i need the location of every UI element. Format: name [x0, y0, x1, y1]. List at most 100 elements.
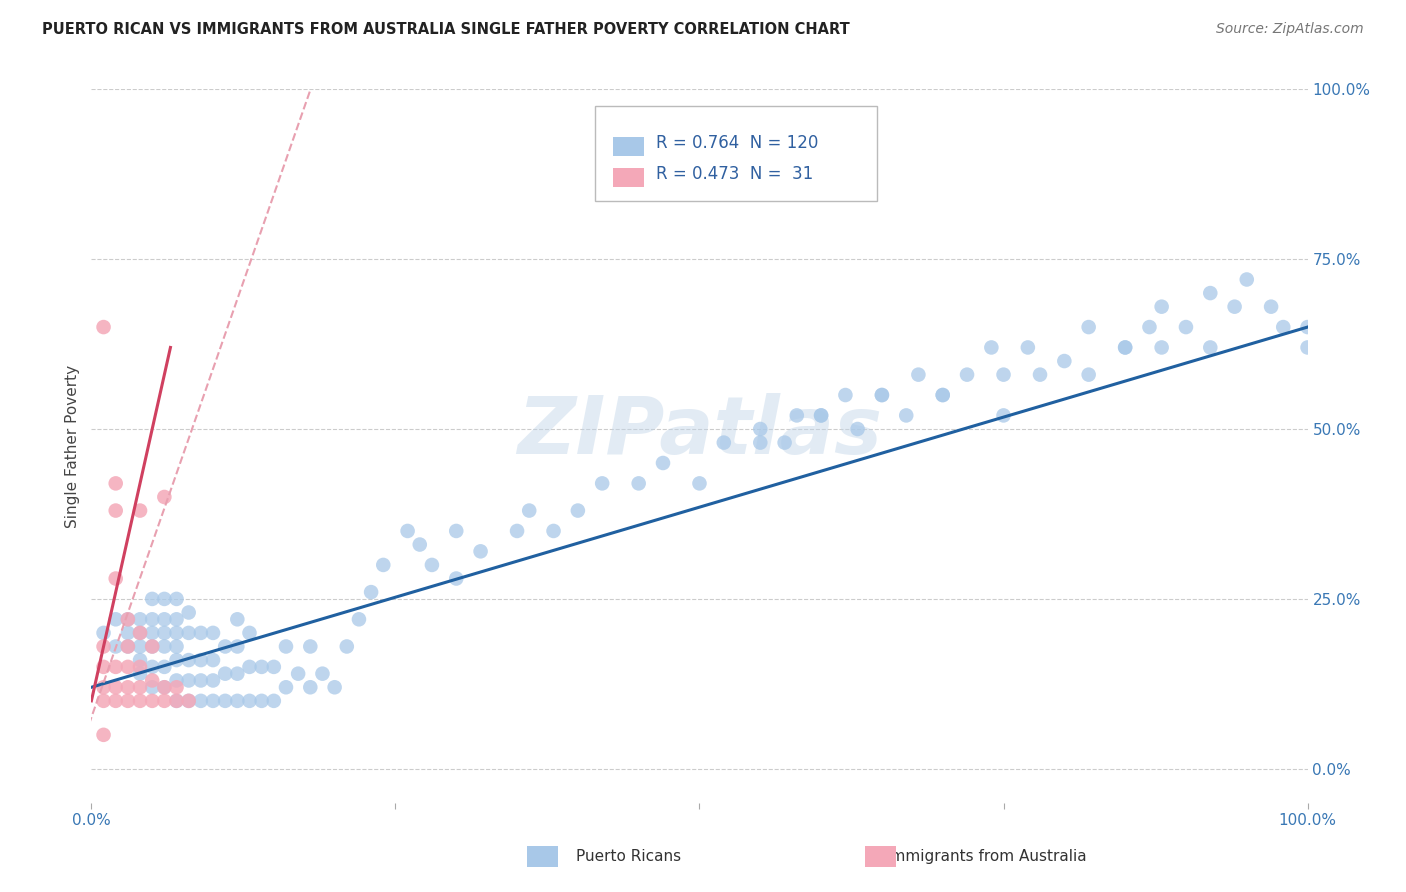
- Point: [177, 626, 200, 640]
- Point: [1139, 320, 1161, 334]
- Point: [166, 694, 188, 708]
- Point: [444, 572, 467, 586]
- Point: [238, 694, 260, 708]
- Point: [543, 524, 565, 538]
- Point: [226, 640, 249, 654]
- Point: [1272, 320, 1295, 334]
- Point: [129, 503, 152, 517]
- Point: [153, 640, 176, 654]
- Point: [177, 673, 200, 688]
- Point: [93, 626, 115, 640]
- Point: [153, 626, 176, 640]
- Point: [166, 680, 188, 694]
- Point: [104, 503, 127, 517]
- Point: [1260, 300, 1282, 314]
- Text: Immigrants from Australia: Immigrants from Australia: [886, 849, 1087, 863]
- Point: [214, 666, 236, 681]
- Point: [153, 680, 176, 694]
- Point: [409, 537, 432, 551]
- Y-axis label: Single Father Poverty: Single Father Poverty: [65, 365, 80, 527]
- Point: [274, 680, 297, 694]
- Point: [1150, 300, 1173, 314]
- Point: [299, 640, 322, 654]
- Point: [141, 694, 163, 708]
- Point: [166, 673, 188, 688]
- Point: [688, 476, 710, 491]
- Point: [956, 368, 979, 382]
- Point: [870, 388, 893, 402]
- Point: [93, 640, 115, 654]
- Point: [250, 694, 273, 708]
- Point: [202, 694, 225, 708]
- Point: [993, 409, 1015, 423]
- Point: [104, 680, 127, 694]
- Point: [323, 680, 346, 694]
- Point: [202, 626, 225, 640]
- Text: PUERTO RICAN VS IMMIGRANTS FROM AUSTRALIA SINGLE FATHER POVERTY CORRELATION CHAR: PUERTO RICAN VS IMMIGRANTS FROM AUSTRALI…: [42, 22, 851, 37]
- Point: [141, 673, 163, 688]
- Point: [263, 660, 285, 674]
- Point: [141, 680, 163, 694]
- Point: [1029, 368, 1052, 382]
- Point: [141, 640, 163, 654]
- Point: [202, 653, 225, 667]
- Point: [1199, 341, 1222, 355]
- Point: [190, 673, 212, 688]
- Point: [1053, 354, 1076, 368]
- Point: [129, 640, 152, 654]
- Point: [226, 666, 249, 681]
- Point: [627, 476, 650, 491]
- Point: [931, 388, 953, 402]
- Point: [1077, 368, 1099, 382]
- Point: [373, 558, 395, 572]
- Point: [104, 660, 127, 674]
- Point: [129, 680, 152, 694]
- Point: [420, 558, 443, 572]
- Point: [396, 524, 419, 538]
- Point: [177, 653, 200, 667]
- Point: [177, 606, 200, 620]
- Text: ZIPatlas: ZIPatlas: [517, 392, 882, 471]
- Point: [786, 409, 808, 423]
- Point: [274, 640, 297, 654]
- Point: [360, 585, 382, 599]
- Point: [129, 694, 152, 708]
- Point: [1077, 320, 1099, 334]
- Point: [1236, 272, 1258, 286]
- Point: [129, 626, 152, 640]
- Point: [202, 673, 225, 688]
- Point: [141, 612, 163, 626]
- Point: [773, 435, 796, 450]
- Point: [214, 640, 236, 654]
- Point: [93, 694, 115, 708]
- Point: [153, 612, 176, 626]
- Text: R = 0.473  N =  31: R = 0.473 N = 31: [655, 165, 813, 183]
- Point: [190, 626, 212, 640]
- Point: [1114, 341, 1136, 355]
- Point: [517, 503, 540, 517]
- Point: [117, 660, 139, 674]
- Point: [104, 640, 127, 654]
- Point: [166, 653, 188, 667]
- Point: [129, 660, 152, 674]
- Point: [226, 612, 249, 626]
- Point: [336, 640, 359, 654]
- Text: Source: ZipAtlas.com: Source: ZipAtlas.com: [1216, 22, 1364, 37]
- Point: [129, 626, 152, 640]
- Point: [117, 612, 139, 626]
- Point: [93, 680, 115, 694]
- Point: [1175, 320, 1198, 334]
- Point: [153, 591, 176, 606]
- Point: [749, 435, 772, 450]
- Point: [166, 612, 188, 626]
- Point: [749, 422, 772, 436]
- Point: [263, 694, 285, 708]
- Point: [117, 680, 139, 694]
- Point: [117, 694, 139, 708]
- Text: R = 0.764  N = 120: R = 0.764 N = 120: [655, 134, 818, 153]
- Point: [166, 626, 188, 640]
- Point: [347, 612, 370, 626]
- Point: [129, 653, 152, 667]
- Point: [153, 694, 176, 708]
- Point: [980, 341, 1002, 355]
